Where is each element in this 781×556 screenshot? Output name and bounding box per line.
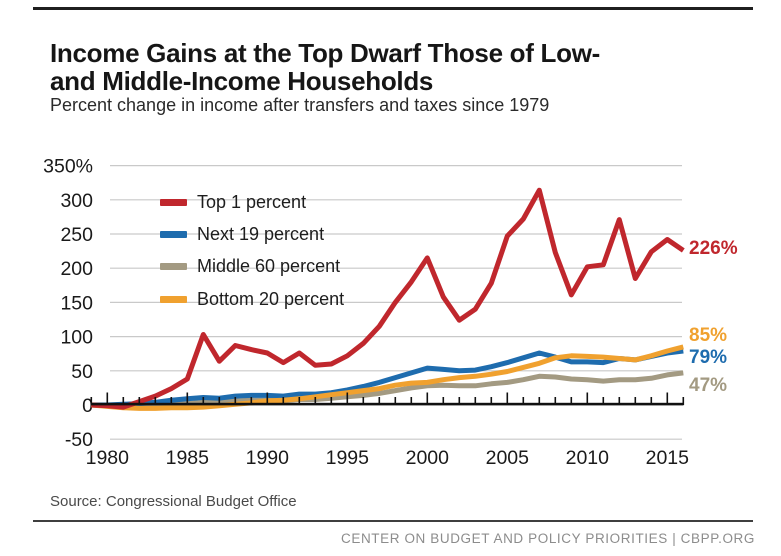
legend-item-middle-60-percent: Middle 60 percent: [160, 251, 344, 283]
x-axis-tick-label: 1995: [326, 447, 370, 469]
title-line-2: and Middle-Income Households: [50, 66, 434, 97]
end-value-middle-60-percent: 47%: [689, 375, 728, 396]
x-axis-tick-label: 2010: [566, 447, 610, 469]
title-line-1: Income Gains at the Top Dwarf Those of L…: [50, 38, 600, 69]
legend-item-bottom-20-percent: Bottom 20 percent: [160, 283, 344, 315]
y-axis-tick-label: 0: [82, 395, 93, 417]
end-value-top-1-percent: 226%: [689, 238, 738, 259]
y-axis-tick-label: -50: [65, 429, 93, 451]
series-line-next-19-percent: [91, 348, 684, 408]
legend-label: Middle 60 percent: [197, 256, 341, 277]
legend-label: Bottom 20 percent: [197, 288, 345, 309]
y-axis-tick-label: 100: [60, 327, 93, 349]
next-19-percent-swatch: [160, 230, 187, 238]
page-title: Income Gains at the Top Dwarf Those of L…: [50, 39, 750, 95]
legend-item-top-1-percent: Top 1 percent: [160, 186, 344, 218]
series-line-bottom-20-percent: [91, 344, 684, 411]
top-rule: [33, 7, 753, 10]
footer-rule: [33, 520, 753, 522]
x-axis-tick-label: 2015: [646, 447, 690, 469]
series-line-top-1-percent: [91, 187, 685, 410]
middle-60-percent-swatch: [160, 263, 187, 271]
y-axis-tick-label: 150: [60, 292, 93, 314]
source-note: Source: Congressional Budget Office: [50, 493, 297, 510]
chart-legend: Top 1 percent Next 19 percent Middle 60 …: [160, 186, 344, 315]
x-axis-tick-label: 1990: [246, 447, 290, 469]
end-value-bottom-20-percent: 85%: [689, 325, 728, 346]
y-axis-tick-label: 50: [71, 361, 93, 383]
x-axis-line: [91, 402, 684, 406]
x-axis-tick-label: 2000: [406, 447, 450, 469]
bottom-20-percent-swatch: [160, 295, 187, 303]
chart-subtitle: Percent change in income after transfers…: [50, 95, 550, 115]
y-axis-tick-label: 250: [60, 224, 93, 246]
x-axis-tick-label: 1980: [86, 447, 130, 469]
x-axis-tick-label: 1985: [166, 447, 210, 469]
x-axis-tick-label: 2005: [486, 447, 530, 469]
top-1-percent-swatch: [160, 198, 187, 206]
footer-branding: CENTER ON BUDGET AND POLICY PRIORITIES |…: [341, 531, 755, 546]
legend-label: Top 1 percent: [197, 191, 307, 212]
legend-label: Next 19 percent: [197, 223, 325, 244]
legend-item-next-19-percent: Next 19 percent: [160, 218, 344, 250]
end-value-next-19-percent: 79%: [689, 347, 728, 368]
y-axis-tick-label: 200: [60, 258, 93, 280]
y-axis-tick-label: 300: [60, 190, 93, 212]
y-axis-tick-label: 350%: [43, 156, 93, 178]
